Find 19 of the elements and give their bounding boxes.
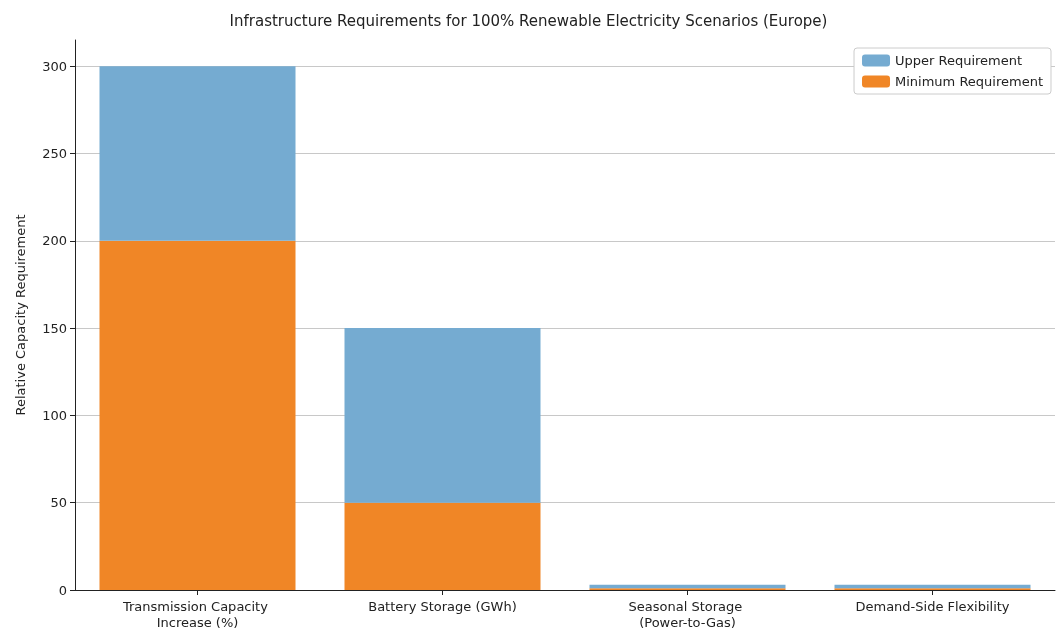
legend-label: Upper Requirement <box>895 53 1023 68</box>
bar <box>344 328 541 503</box>
y-tick-label: 150 <box>42 320 67 336</box>
y-tick-label: 100 <box>42 407 67 423</box>
x-tick-label: Transmission Capacity Increase (%) <box>121 598 273 630</box>
y-tick-label: 50 <box>50 495 67 511</box>
bar <box>99 240 296 590</box>
y-axis-title: Relative Capacity Requirement <box>13 214 28 416</box>
bar <box>344 502 541 590</box>
chart-title: Infrastructure Requirements for 100% Renewable Electricity Scenarios (Europe) <box>229 11 828 30</box>
x-tick-label: Demand-Side Flexibility <box>855 598 1010 614</box>
x-tick-label: Battery Storage (GWh) <box>368 598 517 614</box>
y-tick-label: 0 <box>58 582 67 598</box>
legend-label: Minimum Requirement <box>895 74 1043 89</box>
y-tick-label: 300 <box>42 58 67 74</box>
x-tick-label: Seasonal Storage (Power-to-Gas) <box>628 598 747 630</box>
y-tick-label: 200 <box>42 233 67 249</box>
bar <box>99 66 296 241</box>
y-tick-label: 250 <box>42 145 67 161</box>
